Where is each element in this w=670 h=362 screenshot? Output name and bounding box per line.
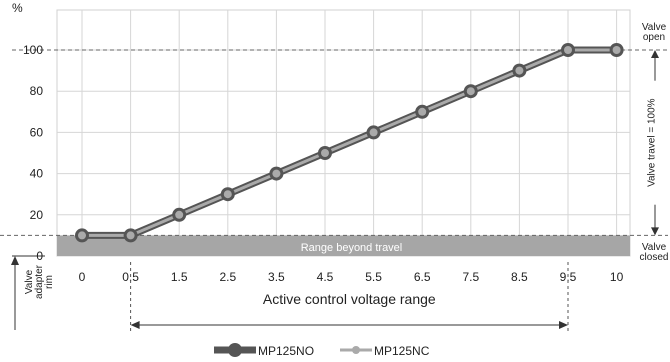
y-tick-label: 20 xyxy=(30,208,44,222)
legend-label: MP125NC xyxy=(374,344,430,358)
valve-travel-label: Valve travel = 100% xyxy=(647,98,658,187)
grid xyxy=(56,9,631,257)
x-tick-label: 0 xyxy=(79,270,86,284)
range-arrow-head-right xyxy=(559,321,568,329)
x-tick-label: 10 xyxy=(610,270,624,284)
arrow-head-down xyxy=(651,227,659,236)
x-tick-label: 4.5 xyxy=(317,270,334,284)
active-range-label: Active control voltage range xyxy=(263,291,436,307)
point-MP125NC xyxy=(321,149,329,157)
x-tick-labels: 0 0.5 1.5 2.5 3.5 4.5 5.5 6.5 7.5 8.5 9.5 10 xyxy=(79,270,624,284)
band-label: Range beyond travel xyxy=(301,242,403,254)
reference-lines xyxy=(0,49,668,257)
legend-marker-MP125NC xyxy=(352,346,360,354)
point-MP125NC xyxy=(223,190,232,199)
x-tick-label: 5.5 xyxy=(365,270,382,284)
arrow-head-up xyxy=(651,50,659,58)
point-MP125NC xyxy=(175,210,184,219)
valve-travel-label-bg xyxy=(645,80,659,205)
point-MP125NC xyxy=(612,46,621,54)
range-arrow-head-left xyxy=(130,321,140,329)
y-axis-unit: % xyxy=(12,1,23,15)
legend: MP125NO MP125NC xyxy=(214,343,430,358)
point-MP125NC xyxy=(126,231,135,240)
point-MP125NC xyxy=(78,231,86,240)
valve-open-label: Valve xyxy=(642,22,667,33)
rim-label: adapter xyxy=(34,264,45,299)
point-MP125NC xyxy=(515,66,524,75)
point-MP125NC xyxy=(564,46,572,54)
plot-frame xyxy=(56,9,631,257)
rim-arrow-head xyxy=(11,256,19,265)
x-tick-label: 1.5 xyxy=(171,270,188,284)
valve-open-label: open xyxy=(643,32,665,43)
y-tick-label: 40 xyxy=(30,167,44,181)
valve-adapter-rim-annotation: Valve adapter rim xyxy=(11,256,55,330)
series-points xyxy=(75,43,624,243)
y-tick-label: 0 xyxy=(36,249,43,263)
point-MP125NC xyxy=(272,169,281,178)
x-tick-label: 7.5 xyxy=(462,270,479,284)
point-MP125NC xyxy=(369,128,378,137)
x-tick-label: 2.5 xyxy=(219,270,236,284)
valve-closed-label: Valve xyxy=(642,242,667,253)
point-MP125NC xyxy=(466,87,475,96)
rim-label: rim xyxy=(44,275,55,289)
valve-closed-label: closed xyxy=(640,252,669,263)
y-tick-labels: 0 20 40 60 80 100 xyxy=(23,43,43,263)
range-beyond-travel-band xyxy=(57,235,630,256)
series-lines xyxy=(82,46,617,239)
x-tick-label: 6.5 xyxy=(414,270,431,284)
active-range-annotation: Active control voltage range xyxy=(130,262,569,332)
x-tick-label: 8.5 xyxy=(511,270,528,284)
legend-label: MP125NO xyxy=(258,344,314,358)
point-MP125NC xyxy=(418,107,427,116)
y-tick-label: 80 xyxy=(30,84,44,98)
y-tick-label: 100 xyxy=(23,43,43,57)
rim-label: Valve xyxy=(24,269,35,294)
y-tick-label: 60 xyxy=(30,125,44,139)
x-tick-label: 3.5 xyxy=(268,270,285,284)
legend-marker-MP125NO xyxy=(228,343,242,357)
series-line-MP125NC xyxy=(82,48,617,237)
